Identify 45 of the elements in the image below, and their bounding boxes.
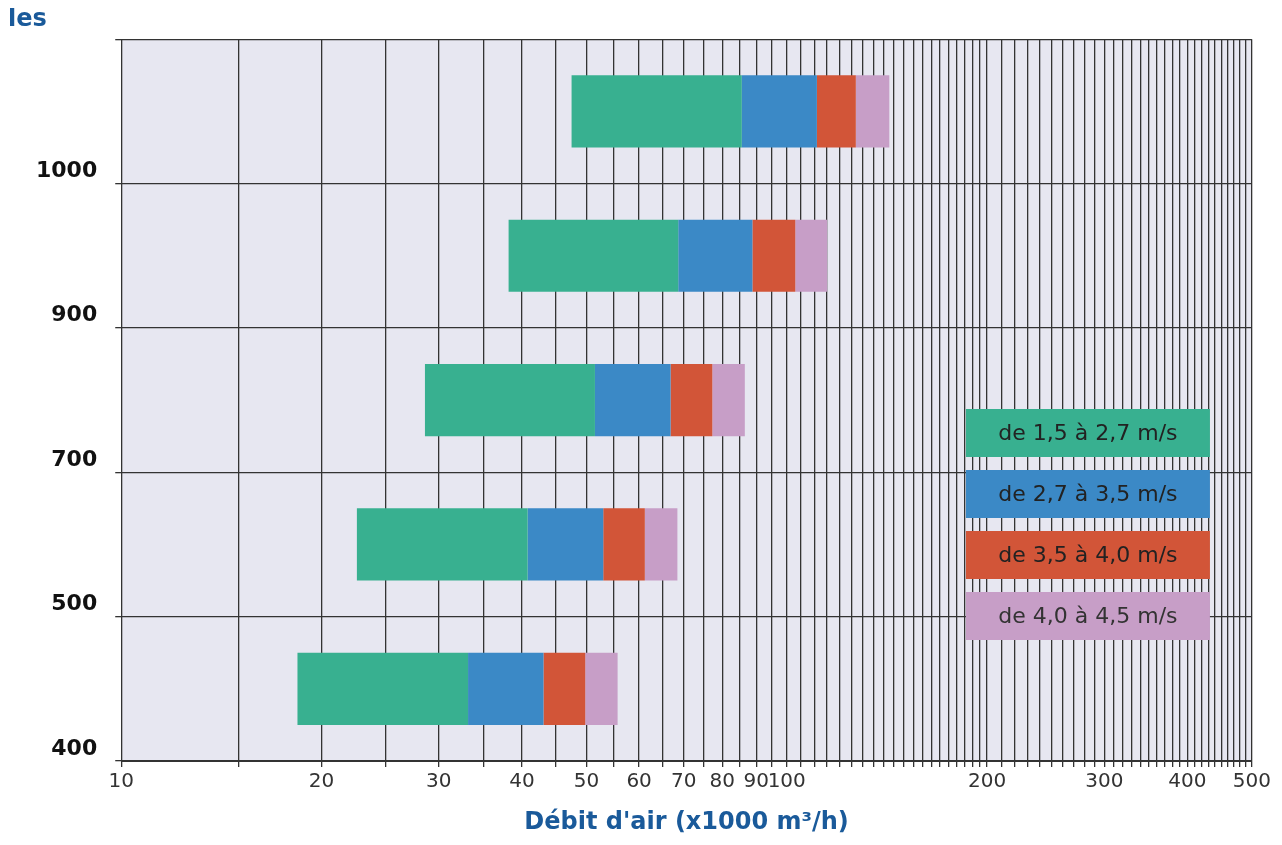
x-tick-label: 50 bbox=[573, 768, 600, 793]
text: de 3,5 à 4,0 m/s bbox=[998, 541, 1178, 567]
bar bbox=[297, 652, 469, 725]
bar bbox=[670, 364, 713, 437]
x-tick-label: 40 bbox=[509, 768, 535, 793]
bar bbox=[741, 75, 817, 148]
bar bbox=[508, 219, 679, 292]
bar bbox=[816, 75, 856, 148]
y-tick-label: 500 bbox=[51, 590, 98, 616]
x-tick-label: 300 bbox=[1085, 768, 1124, 793]
x-tick-label: 70 bbox=[670, 768, 697, 793]
x-tick-label: 30 bbox=[426, 768, 452, 793]
text: de 4,0 à 4,5 m/s bbox=[998, 602, 1178, 628]
bar bbox=[424, 364, 595, 437]
bar bbox=[594, 364, 671, 437]
x-tick-label: 90 bbox=[743, 768, 770, 793]
y-tick-label: 900 bbox=[51, 301, 98, 327]
bar bbox=[571, 75, 742, 148]
bar bbox=[644, 508, 678, 581]
x-tick-label: 100 bbox=[767, 768, 806, 793]
x-axis-title: Débit d'air (x1000 m³/h) bbox=[524, 807, 849, 836]
bar bbox=[855, 75, 890, 148]
bar bbox=[356, 508, 528, 581]
x-tick-label: 60 bbox=[626, 768, 652, 793]
bar bbox=[585, 652, 618, 725]
x-tick-label: 10 bbox=[108, 768, 134, 793]
bar bbox=[543, 652, 586, 725]
text: de 1,5 à 2,7 m/s bbox=[998, 419, 1178, 445]
x-tick-label: 80 bbox=[709, 768, 735, 793]
bar bbox=[752, 219, 796, 292]
x-tick-label: 400 bbox=[1168, 768, 1207, 793]
bar bbox=[712, 364, 745, 437]
x-tick-label: 200 bbox=[967, 768, 1007, 793]
y-tick-label: 700 bbox=[51, 445, 98, 471]
x-tick-label: 20 bbox=[308, 768, 335, 793]
bar bbox=[603, 508, 645, 581]
y-tick-label: 1000 bbox=[36, 157, 98, 183]
bar bbox=[795, 219, 828, 292]
bar bbox=[678, 219, 753, 292]
y-axis-title: les bbox=[8, 4, 47, 33]
bar bbox=[527, 508, 604, 581]
x-tick-label: 500 bbox=[1232, 768, 1272, 793]
text: de 2,7 à 3,5 m/s bbox=[998, 480, 1178, 506]
bar bbox=[468, 652, 544, 725]
y-tick-label: 400 bbox=[51, 734, 98, 760]
